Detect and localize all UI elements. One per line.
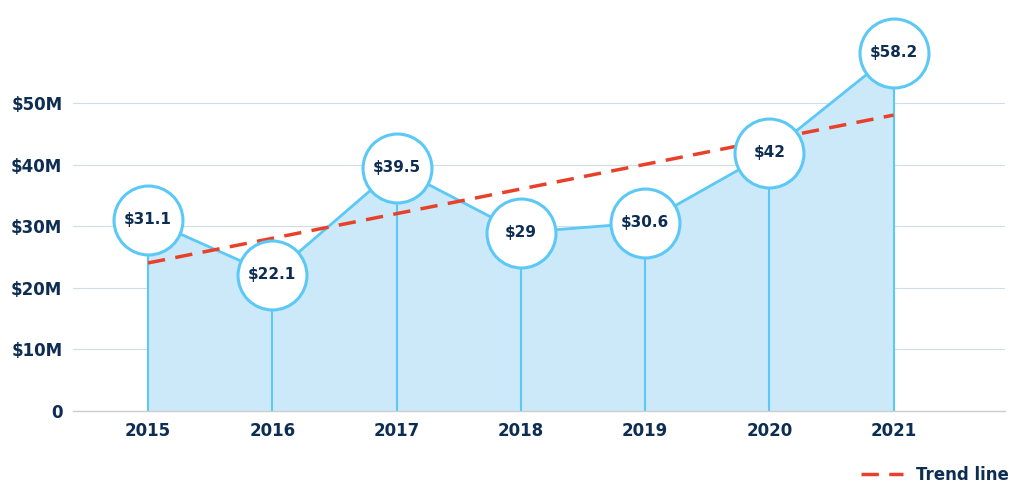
Legend: Trend line: Trend line: [854, 459, 1016, 491]
Point: [264, 271, 281, 279]
Text: $22.1: $22.1: [248, 267, 296, 282]
Point: [140, 216, 157, 224]
Point: [761, 148, 777, 156]
Point: [886, 49, 902, 57]
Text: $58.2: $58.2: [869, 45, 918, 60]
Point: [388, 164, 404, 172]
Text: $42: $42: [754, 145, 785, 160]
Text: $29: $29: [505, 225, 537, 240]
Text: $39.5: $39.5: [373, 160, 421, 175]
Point: [637, 219, 653, 227]
Point: [513, 229, 529, 237]
Text: $30.6: $30.6: [621, 215, 669, 230]
Text: $31.1: $31.1: [124, 212, 172, 227]
